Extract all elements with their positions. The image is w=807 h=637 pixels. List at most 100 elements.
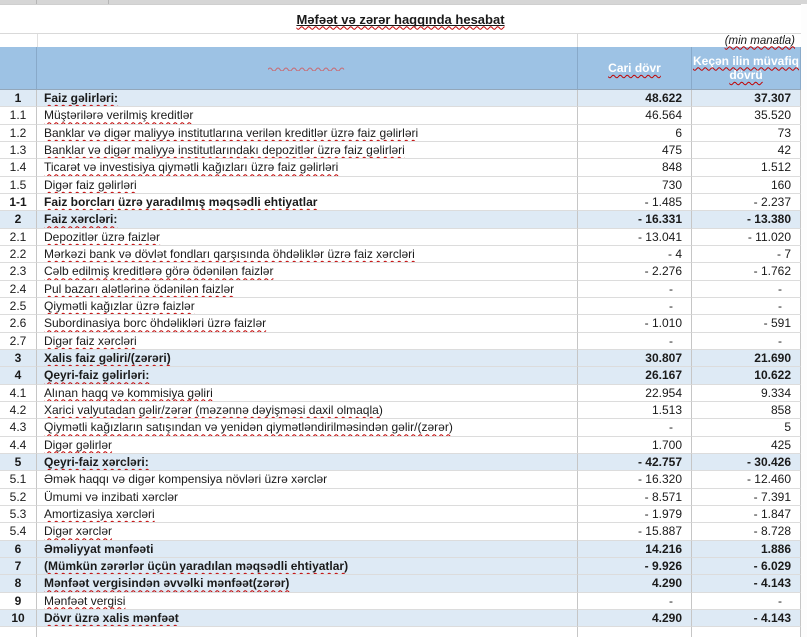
row-label-cell[interactable]: Qeyri-faiz gəlirləri: [37,367,578,385]
previous-value-cell[interactable]: 5 [692,419,801,437]
row-label-cell[interactable]: Mərkəzi bank və dövlət fondları qarşısın… [37,245,578,264]
previous-value-cell[interactable]: 1.886 [692,540,801,558]
previous-value-cell[interactable]: 1.512 [692,159,801,177]
row-label-cell[interactable]: Mənfəət vergisi [37,592,578,610]
previous-value-cell[interactable]: - 12.460 [692,471,801,489]
previous-value-cell[interactable]: 425 [692,436,801,454]
row-number-cell[interactable]: 2.7 [0,332,37,350]
current-value-cell[interactable]: 30.807 [578,349,692,368]
previous-value-cell[interactable]: 35.520 [692,107,801,125]
current-value-cell[interactable]: 475 [578,141,692,160]
current-value-cell[interactable]: - 16.320 [578,471,692,489]
previous-value-cell[interactable]: - 11.020 [692,228,801,246]
previous-value-cell[interactable]: - 30.426 [692,453,801,472]
current-value-cell[interactable]: - 1.010 [578,315,692,333]
current-value-cell[interactable]: - 15.887 [578,523,692,541]
row-number-cell[interactable]: 1 [0,90,37,108]
previous-value-cell[interactable]: - 1.762 [692,263,801,281]
row-label-cell[interactable]: Faiz borcları üzrə yaradılmış məqsədli e… [37,193,578,212]
row-number-cell[interactable]: 1.2 [0,124,37,142]
current-value-cell[interactable]: - 13.041 [578,228,692,246]
row-label-cell[interactable]: (Mümkün zərərlər üçün yaradılan məqsədli… [37,557,578,576]
previous-value-cell[interactable]: 73 [692,124,801,142]
row-label-cell[interactable]: Digər faiz xərcləri [37,332,578,350]
empty-cell[interactable] [692,627,801,637]
row-number-cell[interactable]: 2.4 [0,280,37,298]
row-label-cell[interactable]: Faiz xərcləri: [37,211,578,229]
row-label-cell[interactable]: Banklar və digər maliyyə institutlarına … [37,124,578,142]
header-current-period-cell[interactable]: Cari dövr [578,47,692,89]
row-label-cell[interactable]: Faiz gəlirləri: [37,90,578,108]
current-value-cell[interactable]: - [578,280,692,298]
previous-value-cell[interactable]: 21.690 [692,349,801,368]
row-number-cell[interactable]: 6 [0,540,37,558]
current-value-cell[interactable]: - 2.276 [578,263,692,281]
row-label-cell[interactable]: Əməliyyat mənfəəti [37,540,578,558]
current-value-cell[interactable]: - 16.331 [578,211,692,229]
previous-value-cell[interactable]: - 4.143 [692,609,801,628]
previous-value-cell[interactable]: - 591 [692,315,801,333]
current-value-cell[interactable]: 48.622 [578,90,692,108]
row-number-cell[interactable]: 5.1 [0,471,37,489]
row-label-cell[interactable]: Depozitlər üzrə faizlər [37,228,578,246]
previous-value-cell[interactable]: - 2.237 [692,193,801,212]
empty-cell[interactable] [37,627,578,637]
row-number-cell[interactable]: 4.3 [0,419,37,437]
previous-value-cell[interactable]: - 1.847 [692,505,801,524]
row-number-cell[interactable]: 9 [0,592,37,610]
current-value-cell[interactable]: - 42.757 [578,453,692,472]
previous-value-cell[interactable]: 160 [692,176,801,194]
row-number-cell[interactable]: 2 [0,211,37,229]
header-item-cell[interactable] [37,47,578,89]
row-number-cell[interactable]: 1.4 [0,159,37,177]
empty-cell[interactable] [578,627,692,637]
row-number-cell[interactable]: 4.2 [0,401,37,420]
header-previous-period-cell[interactable]: Keçən ilin müvafiq dövrü [692,47,801,89]
current-value-cell[interactable]: 6 [578,124,692,142]
previous-value-cell[interactable]: 858 [692,401,801,420]
row-label-cell[interactable]: Digər faiz gəlirləri [37,176,578,194]
current-value-cell[interactable]: 848 [578,159,692,177]
row-label-cell[interactable]: Digər xərclər [37,523,578,541]
row-label-cell[interactable]: Dövr üzrə xalis mənfəət [37,609,578,628]
row-label-cell[interactable]: Qiymətli kağızların satışından və yenidə… [37,419,578,437]
row-label-cell[interactable]: Qiymətli kağızlar üzrə faizlər [37,297,578,316]
row-label-cell[interactable]: Subordinasiya borc öhdəlikləri üzrə faiz… [37,315,578,333]
row-number-cell[interactable]: 1-1 [0,193,37,212]
row-label-cell[interactable]: Qeyri-faiz xərcləri: [37,453,578,472]
row-label-cell[interactable]: Pul bazarı alətlərinə ödənilən faizlər [37,280,578,298]
row-number-cell[interactable]: 5.2 [0,488,37,506]
row-number-cell[interactable]: 1.5 [0,176,37,194]
previous-value-cell[interactable]: - 7 [692,245,801,264]
row-number-cell[interactable]: 1.1 [0,107,37,125]
row-label-cell[interactable]: Alınan haqq və kommisiya gəliri [37,384,578,402]
unit-note-cell[interactable]: (min manatla) [578,34,801,47]
report-title-cell[interactable]: Məfəət və zərər haqqında hesabat [0,5,801,33]
previous-value-cell[interactable]: 37.307 [692,90,801,108]
previous-value-cell[interactable]: 9.334 [692,384,801,402]
previous-value-cell[interactable]: 10.622 [692,367,801,385]
row-number-cell[interactable]: 2.5 [0,297,37,316]
row-label-cell[interactable]: Müştərilərə verilmiş kreditlər [37,107,578,125]
row-label-cell[interactable]: Digər gəlirlər [37,436,578,454]
current-value-cell[interactable]: - [578,332,692,350]
current-value-cell[interactable]: 1.700 [578,436,692,454]
header-number-cell[interactable] [0,47,37,89]
row-number-cell[interactable]: 8 [0,575,37,593]
row-label-cell[interactable]: Xarici valyutadan gəlir/zərər (məzənnə d… [37,401,578,420]
row-number-cell[interactable]: 1.3 [0,141,37,160]
row-number-cell[interactable]: 5.4 [0,523,37,541]
previous-value-cell[interactable]: - 8.728 [692,523,801,541]
row-number-cell[interactable]: 3 [0,349,37,368]
previous-value-cell[interactable]: - [692,297,801,316]
row-label-cell[interactable]: Cəlb edilmiş kreditlərə görə ödənilən fa… [37,263,578,281]
row-number-cell[interactable]: 7 [0,557,37,576]
current-value-cell[interactable]: - [578,592,692,610]
row-label-cell[interactable]: Amortizasiya xərcləri [37,505,578,524]
row-label-cell[interactable]: Ümumi və inzibati xərclər [37,488,578,506]
current-value-cell[interactable]: 14.216 [578,540,692,558]
previous-value-cell[interactable]: - 13.380 [692,211,801,229]
current-value-cell[interactable]: 26.167 [578,367,692,385]
previous-value-cell[interactable]: 42 [692,141,801,160]
current-value-cell[interactable]: - [578,419,692,437]
